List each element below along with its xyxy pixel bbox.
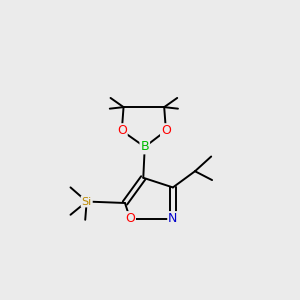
Text: Si: Si xyxy=(82,196,92,206)
Text: O: O xyxy=(117,124,127,137)
Text: N: N xyxy=(168,212,178,225)
Text: O: O xyxy=(161,124,171,137)
Text: B: B xyxy=(140,140,149,153)
Text: O: O xyxy=(125,212,135,225)
